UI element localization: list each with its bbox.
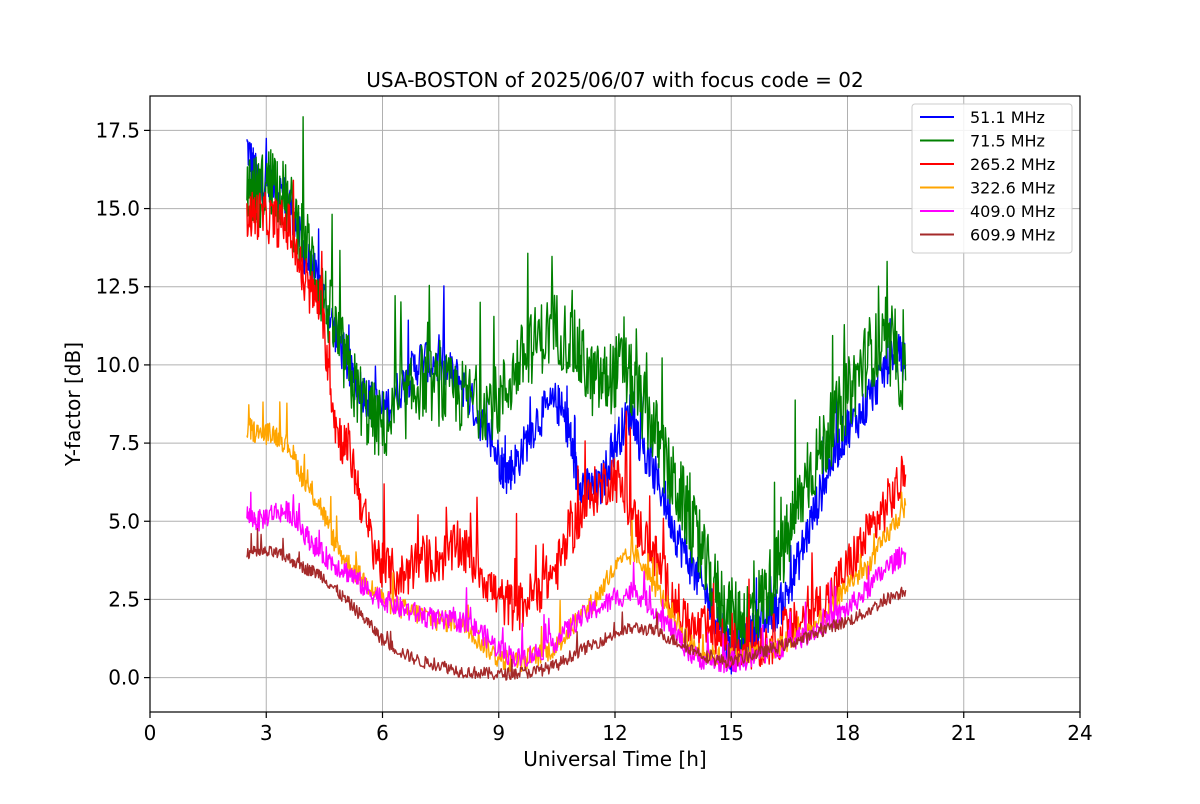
y-tick-label: 2.5 — [108, 587, 140, 611]
legend-label: 322.6 MHz — [970, 179, 1055, 198]
y-axis-label: Y-factor [dB] — [61, 342, 85, 467]
legend-label: 409.0 MHz — [970, 202, 1055, 221]
chart-title: USA-BOSTON of 2025/06/07 with focus code… — [366, 68, 863, 92]
y-tick-label: 0.0 — [108, 666, 140, 690]
y-axis: 0.0 2.5 5.0 7.5 10.0 12.5 15.0 17.5 — [95, 118, 150, 690]
series-line-51.1-mhz — [246, 137, 907, 675]
x-tick-label: 15 — [719, 721, 744, 745]
x-tick-label: 3 — [260, 721, 273, 745]
y-tick-label: 12.5 — [95, 275, 140, 299]
legend-label: 51.1 MHz — [970, 108, 1045, 127]
legend-label: 71.5 MHz — [970, 132, 1045, 151]
x-axis-label: Universal Time [h] — [523, 747, 706, 771]
x-tick-label: 6 — [376, 721, 389, 745]
series-line-609.9-mhz — [246, 528, 907, 681]
series-line-409.0-mhz — [246, 491, 907, 674]
y-tick-label: 15.0 — [95, 197, 140, 221]
legend-label: 265.2 MHz — [970, 155, 1055, 174]
y-tick-label: 5.0 — [108, 509, 140, 533]
x-axis: 0 3 6 9 12 15 18 21 24 — [144, 712, 1093, 745]
legend-label: 609.9 MHz — [970, 226, 1055, 245]
x-tick-label: 9 — [492, 721, 505, 745]
y-tick-label: 7.5 — [108, 431, 140, 455]
series-line-71.5-mhz — [246, 116, 907, 652]
x-tick-label: 0 — [144, 721, 157, 745]
series-group — [246, 116, 907, 681]
y-tick-label: 17.5 — [95, 118, 140, 142]
x-tick-label: 21 — [951, 721, 976, 745]
x-tick-label: 24 — [1067, 721, 1092, 745]
x-tick-label: 18 — [835, 721, 860, 745]
y-tick-label: 10.0 — [95, 353, 140, 377]
legend: 51.1 MHz 71.5 MHz 265.2 MHz 322.6 MHz 409.0… — [911, 103, 1073, 254]
x-tick-label: 12 — [602, 721, 627, 745]
